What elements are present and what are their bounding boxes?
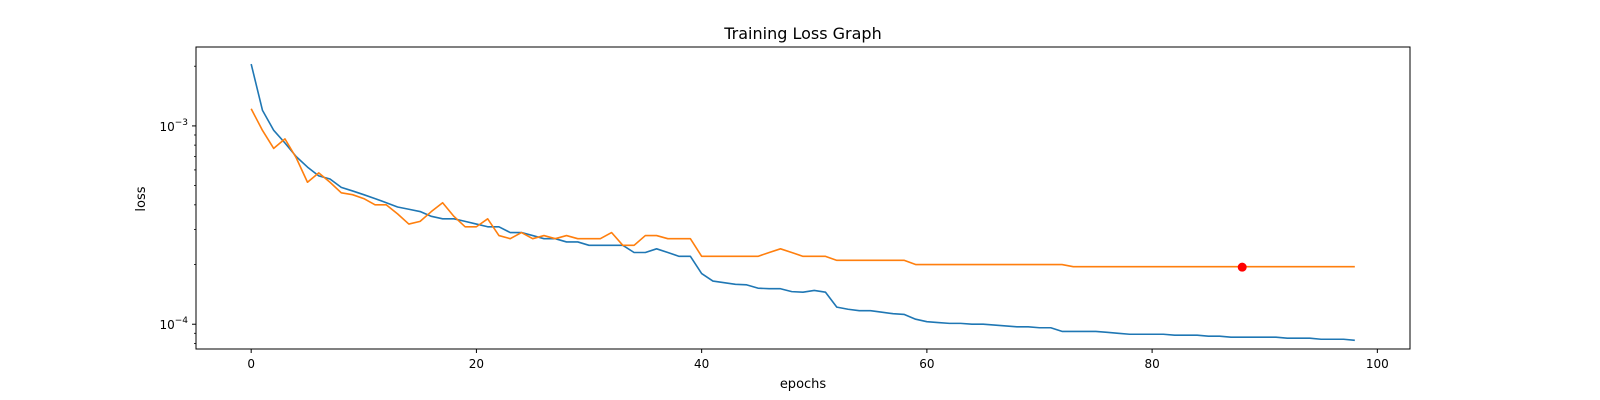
- loss-series-2-line: [250, 108, 1355, 268]
- highlight-point: [1237, 262, 1247, 272]
- loss-series-1-line: [250, 63, 1355, 342]
- x-tick-label: 80: [1144, 357, 1159, 371]
- y-tick-label: 10−4: [159, 316, 188, 332]
- chart-title: Training Loss Graph: [723, 24, 881, 43]
- y-axis-ticks: 10−3 10−4: [159, 65, 196, 344]
- x-tick-label: 20: [469, 357, 484, 371]
- x-axis-ticks: 0 20 40 60 80 100: [247, 349, 1389, 371]
- x-tick-label: 0: [247, 357, 255, 371]
- y-tick-label: 10−3: [159, 118, 188, 134]
- series-layer: [250, 63, 1355, 342]
- x-tick-label: 60: [919, 357, 934, 371]
- marker-layer: [1237, 262, 1247, 272]
- x-tick-label: 40: [694, 357, 709, 371]
- x-tick-label: 100: [1366, 357, 1389, 371]
- x-axis-label: epochs: [780, 377, 827, 392]
- plot-area-frame: [195, 46, 1411, 350]
- y-axis-label: loss: [134, 186, 149, 211]
